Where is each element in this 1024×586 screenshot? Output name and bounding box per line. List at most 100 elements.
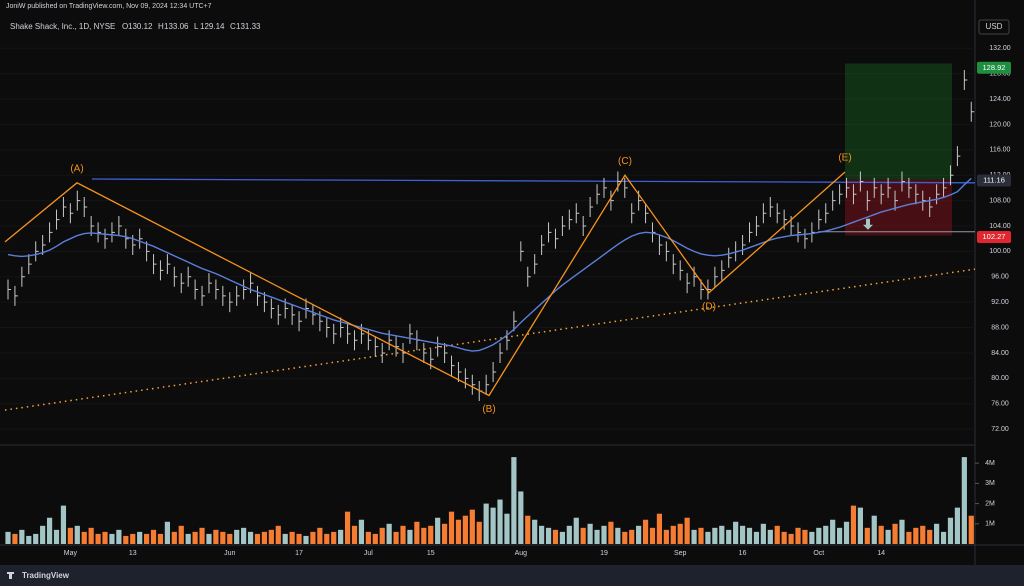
volume-bar [726, 529, 732, 544]
price-label: 111.16 [983, 176, 1005, 185]
volume-bar [913, 527, 919, 544]
price-bar [943, 177, 947, 198]
price-bar [277, 304, 282, 325]
volume-bar [365, 531, 371, 544]
price-bar [714, 266, 718, 287]
volume-bar [421, 527, 427, 544]
price-bar [839, 184, 843, 205]
volume-bar [483, 503, 489, 544]
volume-bar [441, 523, 448, 544]
price-bar [159, 260, 164, 281]
price-bar [811, 222, 815, 243]
volume-bar [81, 531, 87, 544]
price-bar [541, 235, 545, 256]
brand-icon [7, 572, 14, 579]
price-bar [457, 361, 462, 382]
price-bar [125, 228, 129, 249]
price-bar [679, 260, 684, 281]
volume-bar [33, 533, 39, 544]
volume-bar [636, 525, 642, 544]
volume-bar [157, 533, 164, 544]
volume-bar [552, 529, 559, 544]
publisher: JoniW published on TradingView.com, Nov … [6, 3, 212, 10]
volume-bar [760, 523, 766, 544]
price-bar [14, 285, 18, 306]
volume-bar [684, 517, 690, 544]
price-bar [222, 285, 226, 306]
volume-bar [746, 527, 753, 544]
price-bar [499, 342, 504, 363]
price-bar [42, 235, 46, 256]
support-line [4, 268, 976, 411]
volume-bar [719, 525, 725, 544]
volume-bar [642, 519, 649, 544]
x-tick-label: 16 [739, 550, 747, 557]
price-bar [894, 190, 899, 211]
price-label-box [977, 61, 1011, 74]
volume-bar [407, 529, 413, 544]
y-tick-label: 124.00 [989, 96, 1011, 103]
volume-bar [88, 527, 94, 544]
price-bar [575, 203, 580, 224]
volume-bar [559, 531, 565, 544]
volume-tick-label: 1M [985, 521, 995, 528]
x-tick-label: 17 [295, 550, 303, 557]
price-bar [62, 196, 67, 217]
volume-bar [123, 535, 129, 544]
price-bar [28, 254, 32, 275]
price-bar [908, 177, 912, 198]
price-bar [76, 190, 81, 211]
x-tick-label: 15 [427, 550, 435, 557]
volume-bar [60, 505, 67, 544]
price-bar [256, 285, 261, 306]
y-tick-label: 96.00 [991, 274, 1009, 281]
ohlc-value: 131.33 [236, 22, 261, 31]
volume-bar [164, 521, 170, 544]
volume-bar [206, 533, 212, 544]
volume-bar [830, 519, 836, 544]
currency-box [978, 19, 1010, 35]
volume-bar [428, 525, 434, 544]
volume-bar [601, 525, 607, 544]
price-bar [97, 222, 102, 243]
volume-bar [629, 529, 635, 544]
price-bar [825, 203, 829, 224]
price-bar [35, 241, 39, 262]
price-bar [229, 292, 233, 313]
price-bar [852, 184, 857, 205]
volume-bar [733, 521, 739, 544]
price-bar [721, 260, 725, 281]
price-bar [672, 254, 677, 275]
y-tick-label: 108.00 [989, 197, 1011, 204]
volume-bar [67, 527, 73, 544]
volume-bar [317, 527, 323, 544]
volume-bar [102, 531, 108, 544]
volume-bar [649, 527, 656, 544]
volume-bar [906, 531, 912, 544]
price-bar [700, 279, 704, 300]
price-bar [437, 336, 441, 357]
volume-bar [137, 531, 143, 544]
volume-bar [892, 523, 898, 544]
y-tick-label: 100.00 [989, 248, 1011, 255]
resistance-line [91, 178, 976, 184]
price-bar [201, 285, 206, 306]
price-bar [104, 228, 109, 249]
x-tick-label: 14 [877, 550, 885, 557]
price-bar [194, 279, 199, 300]
volume-bar [414, 521, 420, 544]
price-bar [956, 146, 961, 167]
volume-bar [386, 523, 392, 544]
volume-bar [227, 533, 233, 544]
volume-bar [864, 527, 870, 544]
price-bar [804, 228, 808, 249]
volume-bar [934, 523, 940, 544]
volume-bar [400, 525, 406, 544]
ohlc-key: O [122, 22, 128, 31]
y-tick-label: 72.00 [991, 426, 1009, 433]
price-bar [118, 215, 122, 236]
pattern-label: (E) [838, 153, 851, 164]
volume-bar [241, 527, 247, 544]
